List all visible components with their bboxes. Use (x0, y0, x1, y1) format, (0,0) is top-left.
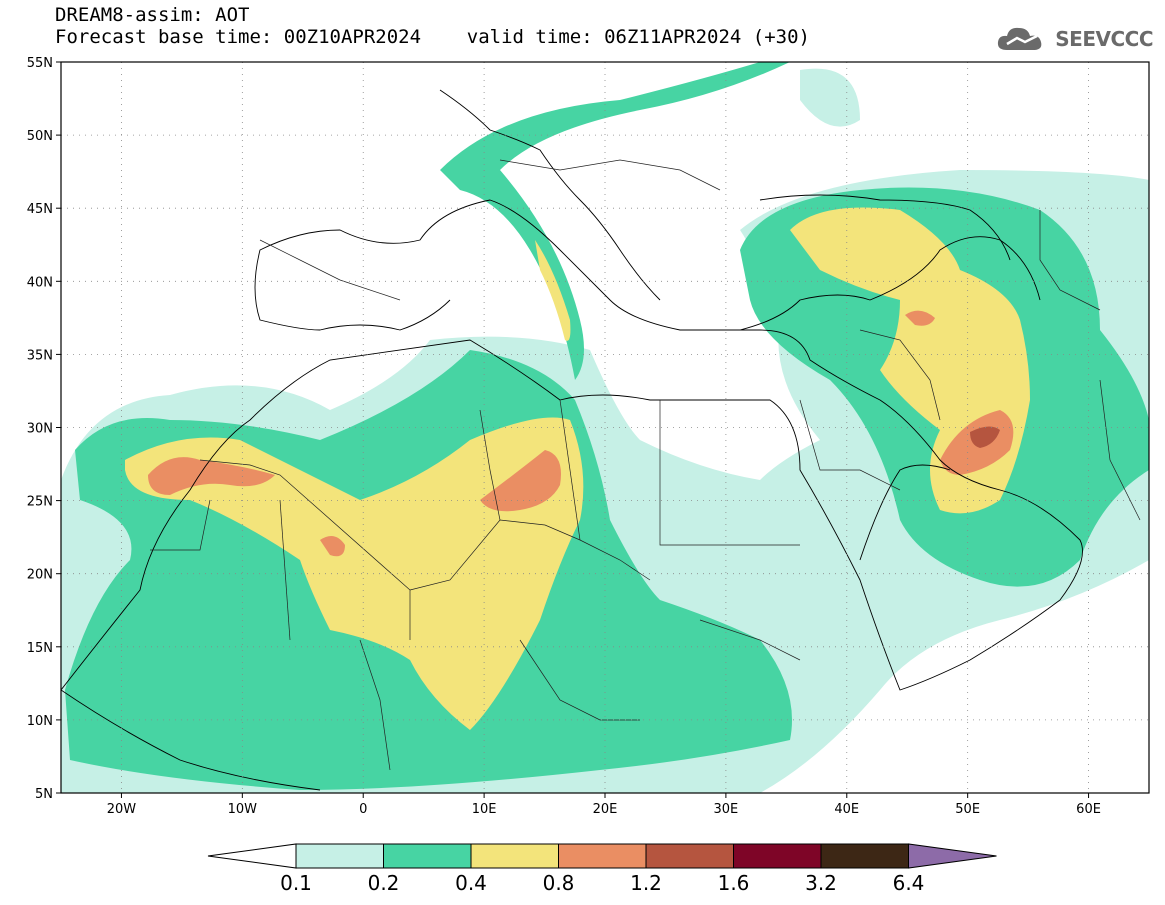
aot-plume-0.2 (440, 62, 790, 380)
colorbar-label: 1.2 (630, 871, 662, 895)
aot-band-0.4 (125, 417, 584, 730)
lon-tick-label: 30E (714, 802, 739, 817)
colorbar-segment (470, 843, 559, 869)
colorbar-segment (295, 843, 384, 869)
aot-band-1.2 (970, 426, 1000, 448)
colorbar-segment (645, 843, 734, 869)
colorbar-label: 3.2 (805, 871, 837, 895)
lon-tick-label: 40E (834, 802, 859, 817)
lon-tick-label: 60E (1076, 802, 1101, 817)
seevccc-logo: SEEVCCC (995, 22, 1153, 56)
lat-tick-label: 35N (27, 348, 53, 363)
colorbar-segment (733, 843, 822, 869)
colorbar-segment (558, 843, 647, 869)
colorbar-label: 0.4 (455, 871, 487, 895)
latitude-axis: 55N 50N 45N 40N 35N 30N 25N 20N 15N 10N 5N (27, 56, 61, 802)
aot-band-0.8-e (905, 310, 935, 326)
lon-tick-label: 10E (472, 802, 497, 817)
lat-tick-label: 55N (27, 56, 53, 71)
aot-band-0.1-north (800, 68, 860, 127)
longitude-axis: 20W 10W 0 10E 20E 30E 40E 50E 60E (107, 793, 1101, 817)
lon-tick-label: 20W (107, 802, 137, 817)
colorbar-label: 0.8 (543, 871, 575, 895)
colorbar-label: 6.4 (893, 871, 925, 895)
lat-tick-label: 10N (27, 714, 53, 729)
title-line-1: DREAM8-assim: AOT (55, 4, 250, 26)
lon-tick-label: 50E (955, 802, 980, 817)
aot-plume-0.4 (535, 240, 571, 341)
lon-tick-label: 20E (593, 802, 618, 817)
title-line-2: Forecast base time: 00Z10APR2024 valid t… (55, 26, 810, 48)
aot-band-0.8-c (320, 536, 345, 557)
colorbar-label: 1.6 (718, 871, 750, 895)
lon-tick-label: 0 (359, 802, 367, 817)
cloud-icon (998, 27, 1042, 50)
lon-tick-label: 10W (228, 802, 258, 817)
gridlines (61, 62, 1149, 793)
lat-tick-label: 40N (27, 275, 53, 290)
colorbar-segment (383, 843, 472, 869)
colorbar-label: 0.2 (368, 871, 400, 895)
country-borders (150, 159, 1141, 771)
colorbar-label: 0.1 (280, 871, 312, 895)
lat-tick-label: 5N (35, 787, 53, 802)
colorbar: 0.1 0.2 0.4 0.8 1.2 1.6 3.2 6.4 (207, 843, 997, 895)
logo-text: SEEVCCC (1055, 27, 1153, 51)
colorbar-extend-low (207, 843, 297, 869)
lat-tick-label: 45N (27, 202, 53, 217)
colorbar-segment (820, 843, 909, 869)
colorbar-extend-high (908, 843, 997, 869)
lat-tick-label: 15N (27, 641, 53, 656)
coastlines (61, 89, 1083, 791)
aot-band-0.8 (148, 457, 275, 495)
aot-field (61, 62, 1149, 793)
lat-tick-label: 30N (27, 422, 53, 437)
lat-tick-label: 20N (27, 568, 53, 583)
aot-band-0.8-b (480, 450, 561, 512)
lat-tick-label: 25N (27, 495, 53, 510)
lat-tick-label: 50N (27, 129, 53, 144)
